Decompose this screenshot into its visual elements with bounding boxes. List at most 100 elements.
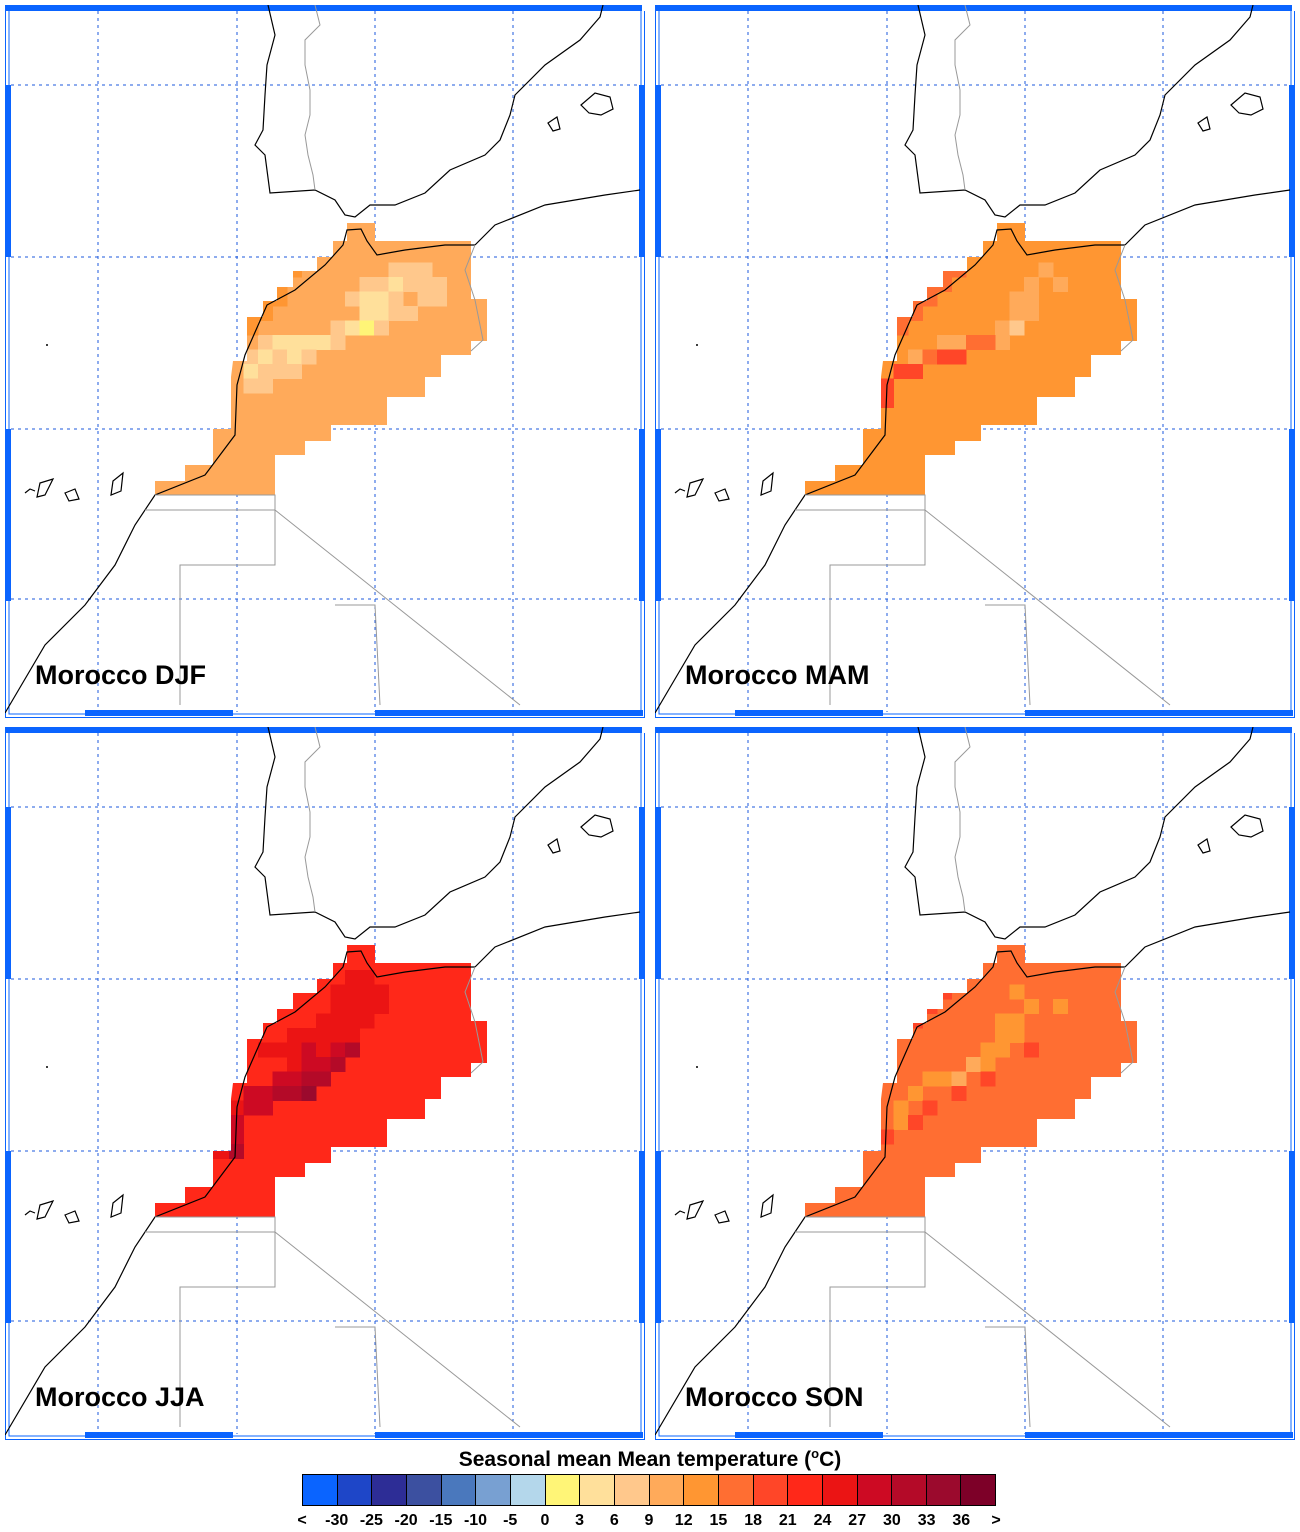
canary-island — [674, 1210, 686, 1216]
colorbar-swatch — [406, 1475, 442, 1505]
morocco-algeria-border — [1114, 966, 1134, 1074]
temperature-cell — [301, 349, 317, 365]
temperature-cell — [330, 1013, 346, 1029]
madeira-island — [696, 344, 698, 346]
temperature-cell — [316, 335, 331, 350]
colorbar-title: Seasonal mean Mean temperature (oC) — [0, 1446, 1300, 1472]
sahara-borders — [145, 1216, 521, 1428]
edge-mark — [1025, 5, 1292, 11]
temperature-cell — [388, 306, 404, 321]
temperature-cell — [388, 277, 404, 292]
temperature-cell — [951, 349, 967, 365]
temperature-cell — [272, 364, 288, 379]
temperature-cell — [1009, 984, 1025, 1000]
temperature-cell — [345, 1042, 360, 1058]
edge-mark — [735, 710, 883, 716]
temperature-cell — [330, 1028, 346, 1043]
africa-coastline — [5, 189, 641, 714]
morocco-algeria-border — [464, 966, 484, 1074]
temperature-cell — [229, 1129, 244, 1145]
temperature-cell — [287, 1086, 302, 1101]
temperature-cell — [995, 1042, 1010, 1058]
edge-mark — [375, 5, 642, 11]
colorbar-swatch — [614, 1475, 650, 1505]
morocco-algeria-border — [464, 244, 484, 352]
canary-island — [714, 1210, 730, 1224]
temperature-cell — [1053, 999, 1068, 1014]
temperature-cell — [995, 320, 1010, 336]
edge-mark — [85, 1432, 233, 1438]
colorbar-label: 36 — [952, 1512, 971, 1529]
canary-island — [760, 471, 774, 496]
temperature-cell — [388, 262, 404, 278]
temperature-cell — [301, 1028, 317, 1043]
colorbar-label: < — [297, 1512, 307, 1529]
temperature-cell — [345, 291, 360, 307]
temperature-cell — [316, 1028, 331, 1043]
temperature-cell — [1009, 1028, 1025, 1043]
panel-title-son: Morocco SON — [685, 1382, 864, 1412]
colorbar-label: -25 — [359, 1512, 383, 1529]
edge-mark — [655, 429, 661, 601]
temperature-cell — [359, 970, 375, 985]
temperature-cell — [345, 984, 360, 1000]
balearic-island — [1230, 814, 1264, 838]
morocco-algeria-border — [1114, 244, 1134, 352]
edge-marks — [655, 5, 1295, 716]
temperature-cell — [287, 1042, 302, 1058]
edge-mark — [735, 1432, 883, 1438]
temperature-cell — [374, 291, 389, 307]
coastlines — [655, 727, 1291, 1436]
map-jja — [5, 727, 645, 1440]
temperature-cell — [243, 1086, 259, 1101]
colorbar-title-text: Seasonal mean Mean temperature ( — [458, 1448, 812, 1471]
colorbar-label: 15 — [709, 1512, 728, 1529]
coastlines — [655, 5, 1291, 714]
temperature-cell — [922, 1100, 938, 1116]
map-panel-jja: Morocco JJA — [5, 727, 645, 1440]
edge-mark — [5, 1151, 11, 1323]
colorbar-label: -15 — [429, 1512, 453, 1529]
edge-mark — [639, 807, 645, 979]
temperature-cell — [330, 1057, 346, 1072]
temperature-cell — [345, 1013, 360, 1029]
temperature-cell — [893, 364, 909, 379]
temperature-cell — [316, 1071, 331, 1087]
map-mam — [655, 5, 1295, 718]
colorbar-title-unit-sup: o — [811, 1446, 820, 1461]
temperature-cell — [374, 306, 389, 321]
edge-marks — [655, 727, 1295, 1438]
temperature-cell — [345, 999, 360, 1014]
edge-mark — [1289, 807, 1295, 979]
canary-island — [760, 1193, 774, 1218]
temperature-cell — [301, 1057, 317, 1072]
temperature-cell — [951, 1086, 967, 1101]
temperature-cell — [995, 335, 1010, 350]
colorbar-label: 30 — [882, 1512, 901, 1529]
portugal-spain-border — [954, 5, 971, 191]
temperature-cell — [316, 1057, 331, 1072]
temperature-cell — [980, 1057, 996, 1072]
edge-marks — [5, 5, 645, 716]
temperature-cell — [980, 335, 996, 350]
temperature-cell — [937, 1071, 952, 1087]
edge-mark — [375, 727, 642, 733]
portugal-spain-border — [304, 727, 321, 913]
balearic-island — [547, 116, 561, 132]
temperature-cell — [1009, 1013, 1025, 1029]
iberia-coastline — [904, 727, 1254, 940]
sahara-borders — [795, 494, 1171, 706]
temperature-cell — [301, 1086, 317, 1101]
balearic-island — [547, 838, 561, 854]
balearic-island — [1230, 92, 1264, 116]
sahara-borders — [795, 1216, 1171, 1428]
temperature-cell — [359, 306, 375, 321]
temperature-cell — [432, 291, 447, 307]
colorbar-swatch — [372, 1475, 407, 1505]
iberia-coastline — [254, 727, 604, 940]
temperature-cell — [359, 320, 375, 336]
balearic-island — [1197, 116, 1211, 132]
temperature-cell — [966, 335, 981, 350]
edge-mark — [5, 5, 238, 11]
temperature-cell — [229, 1144, 244, 1159]
